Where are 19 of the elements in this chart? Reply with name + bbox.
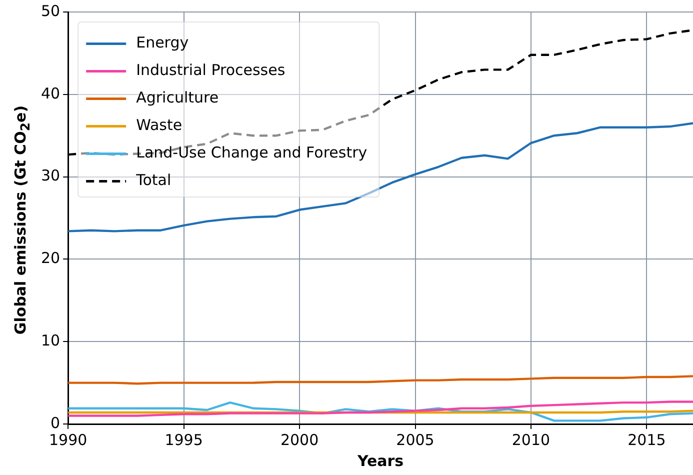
legend-label: Industrial Processes (136, 61, 286, 80)
y-tick-label: 40 (40, 84, 60, 102)
x-axis-title: Years (356, 452, 404, 470)
x-tick-label: 2005 (396, 430, 434, 449)
x-tick-label: 1995 (164, 430, 203, 449)
x-tick-label: 2000 (280, 430, 319, 449)
y-tick-label: 50 (40, 2, 60, 20)
y-tick-label: 20 (40, 249, 60, 268)
y-tick-label: 0 (50, 414, 60, 432)
legend-label: Land-Use Change and Forestry (136, 144, 368, 162)
legend-label: Waste (136, 116, 182, 134)
x-tick-label: 1990 (48, 430, 88, 449)
legend-label: Energy (136, 34, 189, 52)
legend-label: Total (135, 171, 172, 190)
x-tick-label: 2010 (512, 430, 550, 449)
x-tick-label: 2015 (628, 430, 666, 449)
y-tick-label: 30 (40, 166, 60, 185)
y-tick-label: 10 (40, 331, 60, 350)
legend-label: Agriculture (136, 88, 219, 107)
